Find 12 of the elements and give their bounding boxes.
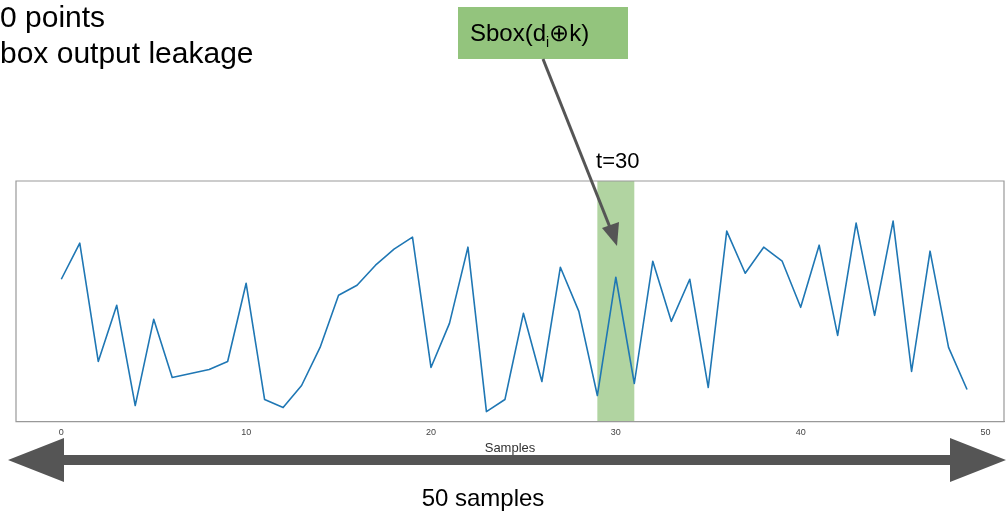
band-label: t=30 [596,148,640,174]
text: Sbox(d$_{i}$⊕k) [458,7,628,59]
x-tick-label: 50 [980,427,991,438]
x-tick-label: 10 [241,427,252,438]
x-tick-label: 40 [795,427,806,438]
x-tick-label: 30 [610,427,621,438]
x-tick-label: 0 [58,427,64,438]
text: 50 samples [420,484,546,512]
chart-subtitle: box output leakage [0,36,254,70]
x-axis-title: Samples [484,439,536,455]
chart-title: 0 points [0,0,106,34]
x-tick-label: 20 [425,427,436,438]
